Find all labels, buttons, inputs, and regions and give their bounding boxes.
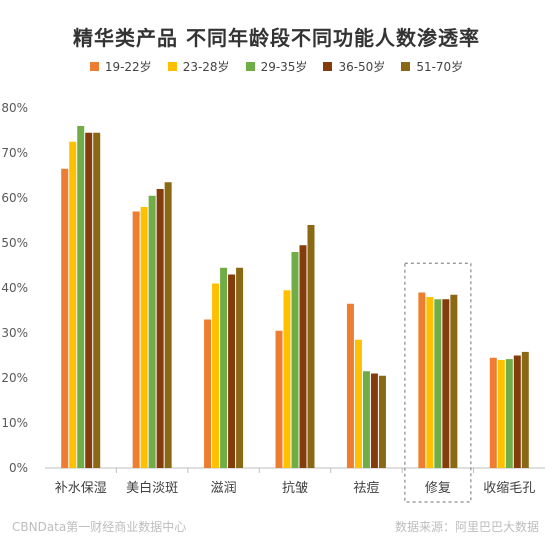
bar [212, 283, 220, 468]
legend-label: 23-28岁 [182, 60, 230, 74]
legend-item: 23-28岁 [167, 58, 230, 75]
bar [61, 168, 69, 468]
bar [442, 299, 450, 468]
footer-source-brand: CBNData第一财经商业数据中心 [12, 520, 187, 534]
legend-swatch [323, 62, 333, 71]
bar [69, 141, 77, 468]
y-tick-label: 70% [1, 146, 28, 160]
bar [77, 126, 85, 468]
bar [236, 267, 244, 468]
chart-legend: 19-22岁 23-28岁 29-35岁 36-50岁 51-70岁 [0, 58, 553, 75]
bar [220, 267, 228, 468]
y-tick-label: 80% [1, 101, 28, 115]
legend-swatch [167, 62, 177, 71]
bar [164, 182, 172, 468]
bar [521, 351, 529, 468]
bar [307, 225, 315, 468]
bar [299, 245, 307, 468]
y-tick-label: 50% [1, 236, 28, 250]
x-tick-label: 祛痘 [353, 480, 379, 496]
bar [148, 195, 156, 468]
bar [346, 303, 354, 468]
legend-item: 19-22岁 [89, 58, 152, 75]
bar [489, 357, 497, 468]
x-tick-label: 滋润 [211, 481, 237, 496]
legend-label: 29-35岁 [260, 60, 308, 74]
bar [450, 294, 458, 468]
x-tick-label: 补水保湿 [55, 481, 107, 496]
y-tick-label: 0% [9, 461, 28, 475]
bar [513, 355, 521, 468]
bar [132, 211, 140, 468]
y-tick-label: 60% [1, 191, 28, 205]
bar [156, 189, 164, 468]
legend-label: 19-22岁 [104, 60, 152, 74]
legend-item: 36-50岁 [323, 58, 385, 75]
bar [378, 375, 386, 468]
y-tick-label: 40% [1, 281, 28, 295]
bar [354, 339, 362, 468]
legend-label: 51-70岁 [416, 60, 464, 74]
legend-swatch [401, 62, 411, 71]
legend-item: 51-70岁 [401, 58, 463, 75]
bar [204, 319, 212, 468]
bar [418, 292, 426, 468]
y-tick-label: 30% [1, 326, 28, 340]
bar [93, 132, 101, 468]
bar [228, 274, 236, 468]
legend-swatch [245, 62, 255, 71]
bar [434, 299, 442, 468]
y-tick-label: 20% [1, 371, 28, 385]
bar [283, 290, 291, 468]
bar [497, 360, 505, 468]
x-tick-label: 修复 [425, 481, 451, 496]
bar [275, 330, 283, 468]
x-tick-label: 美白淡斑 [126, 480, 178, 496]
chart-title: 精华类产品 不同年龄段不同功能人数渗透率 [73, 26, 480, 50]
y-tick-label: 10% [1, 416, 28, 430]
bar [291, 252, 299, 468]
legend-swatch [89, 62, 99, 71]
bar [426, 297, 434, 468]
x-tick-label: 收缩毛孔 [483, 480, 535, 496]
x-tick-label: 抗皱 [282, 480, 308, 496]
bar [362, 371, 370, 468]
bar [505, 359, 513, 468]
bar [140, 207, 148, 468]
highlight-box [404, 262, 472, 503]
footer-data-source: 数据来源：阿里巴巴大数据 [394, 520, 539, 534]
bar [370, 373, 378, 468]
legend-label: 36-50岁 [338, 60, 386, 74]
legend-item: 29-35岁 [245, 58, 308, 75]
bar [85, 132, 93, 468]
